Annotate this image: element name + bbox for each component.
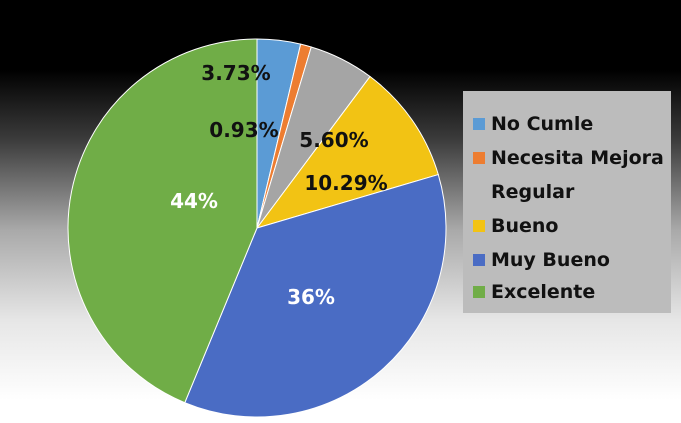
legend-swatch-no-cumle	[473, 118, 485, 130]
legend-label-no-cumle: No Cumle	[491, 113, 594, 135]
pie-slice-excelente	[67, 38, 258, 404]
legend-label-necesita-mejora: Necesita Mejora	[491, 147, 664, 169]
legend-label-regular: Regular	[491, 181, 575, 203]
data-label-no-cumle: 3.73%	[201, 61, 270, 85]
data-label-bueno: 10.29%	[304, 171, 387, 195]
pie-slice-bueno	[255, 75, 439, 229]
legend-swatch-muy-bueno	[473, 254, 485, 266]
legend-item-excelente: Excelente	[473, 279, 595, 305]
data-label-excelente: 44%	[170, 189, 218, 213]
legend-swatch-regular	[473, 186, 485, 198]
legend-item-muy-bueno: Muy Bueno	[473, 247, 610, 273]
legend-label-bueno: Bueno	[491, 215, 559, 237]
legend-label-excelente: Excelente	[491, 281, 596, 303]
legend-label-muy-bueno: Muy Bueno	[491, 249, 610, 271]
pie-slice-muy-bueno	[184, 173, 447, 418]
legend-item-bueno: Bueno	[473, 213, 558, 239]
legend-swatch-necesita-mejora	[473, 152, 485, 164]
legend-item-no-cumle: No Cumle	[473, 111, 593, 137]
data-label-regular: 5.60%	[299, 128, 368, 152]
legend-swatch-bueno	[473, 220, 485, 232]
legend-item-regular: Regular	[473, 179, 574, 205]
data-label-muy-bueno: 36%	[287, 285, 335, 309]
legend: No Cumle Necesita Mejora Regular Bueno M…	[463, 91, 671, 313]
legend-swatch-excelente	[473, 286, 485, 298]
legend-item-necesita-mejora: Necesita Mejora	[473, 145, 664, 171]
data-label-necesita-mejora: 0.93%	[209, 118, 278, 142]
